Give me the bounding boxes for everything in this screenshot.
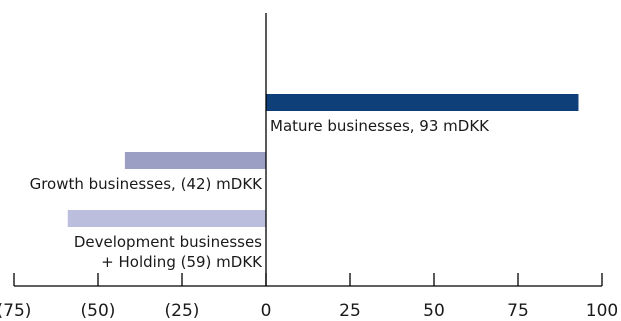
x-tick-label: (25) <box>165 301 200 321</box>
bar-label-growth: Growth businesses, (42) mDKK <box>30 175 264 193</box>
x-tick-label: 50 <box>423 301 445 321</box>
bar-label-development: Development businesses <box>74 233 262 251</box>
x-tick-label: 75 <box>507 301 529 321</box>
bar-development <box>67 210 266 227</box>
x-tick-label: 25 <box>339 301 361 321</box>
x-tick-label: 100 <box>586 301 618 321</box>
x-tick-label: 0 <box>261 301 272 321</box>
bar-label-development: + Holding (59) mDKK <box>101 253 263 271</box>
bar-label-mature: Mature businesses, 93 mDKK <box>270 117 490 135</box>
x-tick-label: (75) <box>0 301 31 321</box>
x-tick-label: (50) <box>81 301 116 321</box>
bar-growth <box>124 152 266 169</box>
bar-mature <box>266 94 579 111</box>
